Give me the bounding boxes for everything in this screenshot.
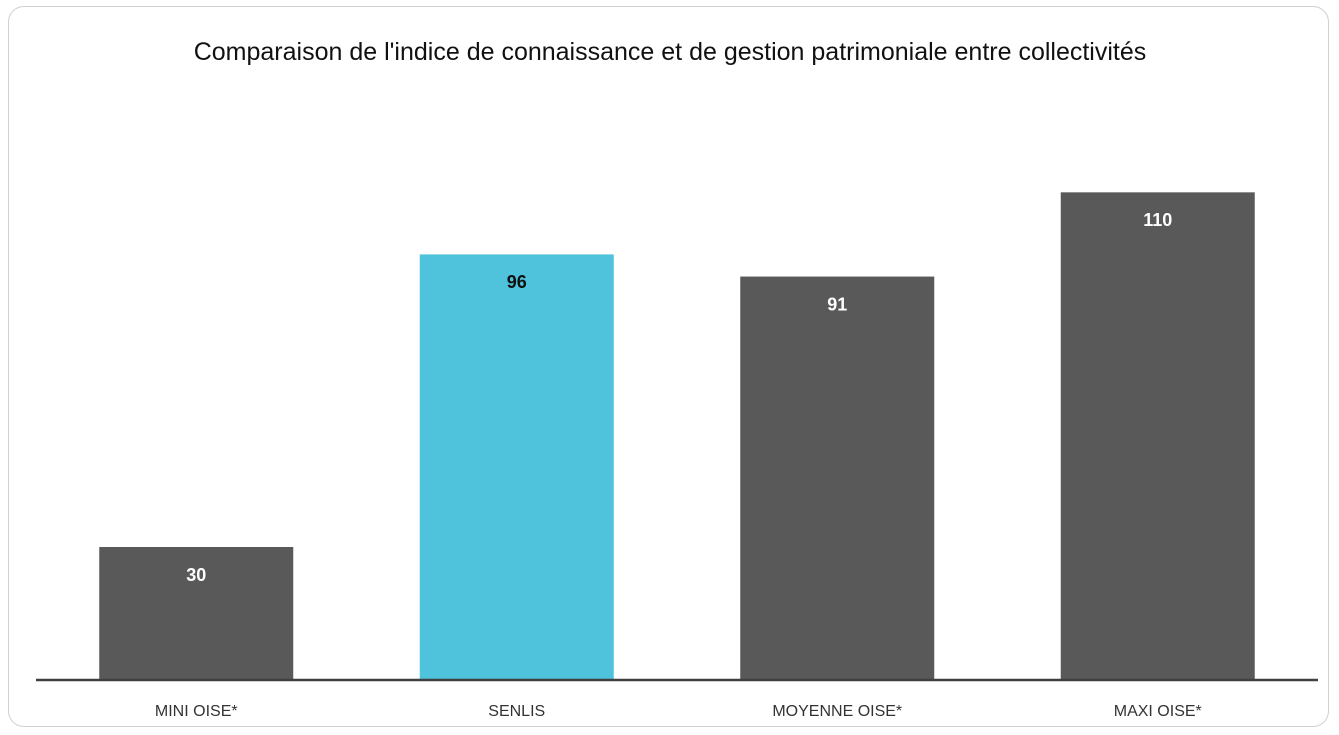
x-tick-label: MAXI OISE*	[1114, 703, 1202, 720]
bar	[419, 254, 614, 680]
chart-card	[8, 6, 1329, 727]
bar	[1060, 192, 1255, 681]
bar	[99, 547, 294, 680]
bar	[740, 276, 935, 680]
value-label: 110	[1143, 210, 1172, 230]
x-tick-label: MINI OISE*	[155, 703, 238, 720]
x-tick-label: MOYENNE OISE*	[772, 703, 902, 720]
x-tick-label: SENLIS	[488, 703, 545, 720]
chart-title: Comparaison de l'indice de connaissance …	[193, 38, 1147, 66]
value-label: 30	[186, 565, 206, 585]
value-label: 96	[507, 272, 527, 292]
value-label: 91	[827, 294, 847, 314]
